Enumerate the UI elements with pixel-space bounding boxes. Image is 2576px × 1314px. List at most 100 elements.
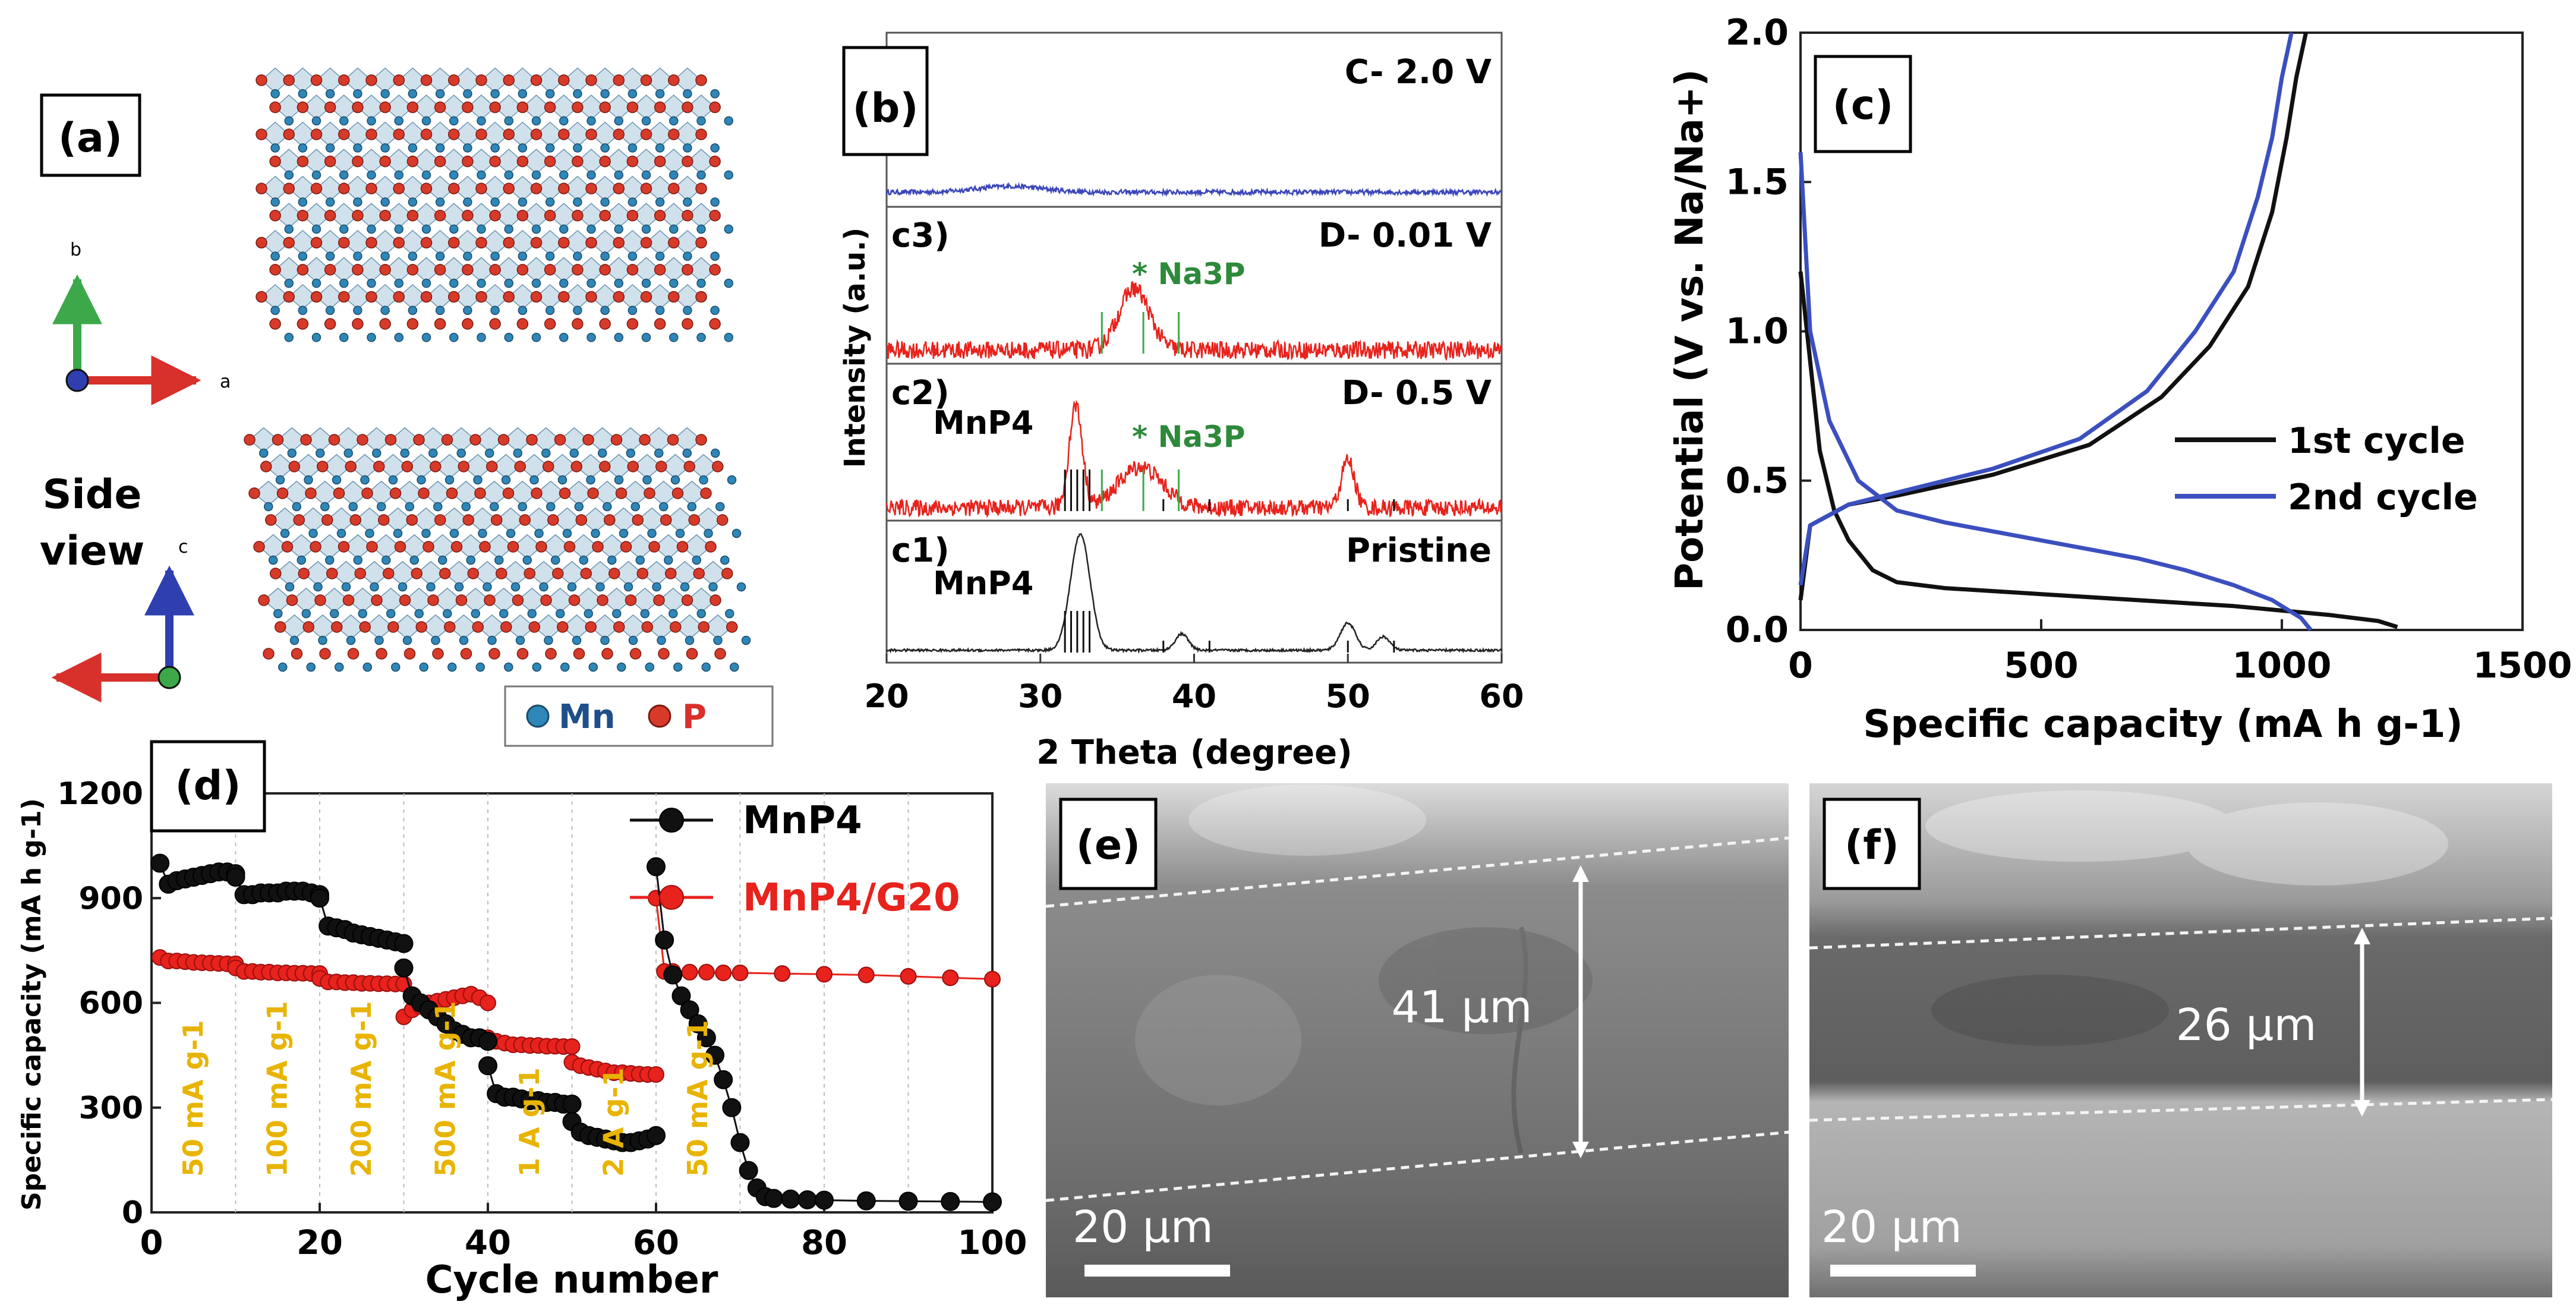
x-tick-label: 1500 [2473,645,2572,686]
p-atom [544,101,556,114]
annotation-na3p-c3: * Na3P [1132,257,1246,291]
p-atom [709,318,721,330]
y-tick-label: 1200 [57,776,143,812]
mn-atom [370,582,379,592]
p-atom [310,237,323,249]
mn-atom [362,662,372,672]
p-atom [269,318,281,330]
mn-atom [449,528,459,538]
p-atom [269,264,281,276]
point-mnp4 [764,1189,784,1208]
p-atom [572,318,584,330]
p-atom [516,648,529,660]
p-atom [682,318,693,330]
mn-atom [628,89,638,99]
mn-atom [710,89,720,99]
p-atom [474,487,486,499]
point-mnp4 [310,888,329,908]
mn-atom [504,662,513,672]
mn-atom [670,475,680,485]
mn-atom [325,197,335,207]
p-atom [709,101,721,114]
mn-atom [449,278,459,288]
point-mnp4 [680,1000,699,1020]
mn-atom [284,224,294,234]
p-atom [338,74,350,86]
p-atom [668,128,680,140]
p-atom [418,487,430,499]
mn-atom [675,528,685,538]
mn-atom [626,448,635,458]
mn-atom [402,635,412,645]
p-atom [406,101,419,114]
mn-atom [346,635,356,645]
panel-f-label: (f) [1844,822,1899,869]
mn-atom [655,305,665,315]
mn-atom [724,333,733,342]
p-atom [543,461,554,472]
mn-atom [586,475,595,485]
mn-atom [409,555,419,565]
p-atom [378,514,390,526]
p-atom [658,648,670,660]
panel-b: 20 30 40 50 60 (b) C- 2.0 V D- 0.01 V D- 0.5… [838,31,1524,772]
p-atom [297,210,309,222]
p-atom [489,210,501,222]
mn-atom [504,278,513,288]
p-atom [411,568,422,579]
mn-atom [332,475,342,485]
p-atom [726,621,738,633]
p-atom [620,541,632,553]
p-atom [491,514,503,526]
mn-atom [595,582,605,592]
p-atom [283,182,295,194]
p-atom [393,182,405,194]
p-atom [558,128,570,140]
mn-atom [284,170,294,180]
mn-atom [588,662,598,672]
mn-atom [421,333,431,342]
p-atom [338,291,350,303]
mn-atom [534,528,544,538]
p-atom [519,514,531,526]
p-atom [269,101,281,114]
x-tick-label: 20 [864,678,909,715]
point-mnp4 [226,868,245,887]
mn-atom [614,224,623,234]
p-atom [540,594,552,606]
mn-atom [704,528,713,538]
p-atom [640,237,652,249]
mn-atom [696,333,706,342]
mn-atom [380,197,390,207]
p-atom [338,182,350,194]
mn-atom [614,278,623,288]
mn-atom [687,502,696,512]
p-atom [324,155,336,168]
xrd-trace-4 [885,532,1503,654]
panel-d-ticks: 0 20 40 60 80 100 0 300 600 900 1200 [57,776,1027,1262]
p-atom [572,155,584,168]
p-atom [349,514,361,526]
mn-atom [341,582,351,592]
p-atom [641,621,653,633]
p-atom [709,155,721,168]
p-atom [531,487,543,499]
p-atom [420,291,433,303]
mn-atom [298,251,308,261]
mn-atom [641,333,651,342]
sem-texture-e [1135,784,1593,1154]
p-atom [256,128,267,140]
mn-atom [394,224,403,234]
xrd-trace-2 [886,281,1503,361]
mn-atom [680,582,690,592]
mn-atom [408,197,418,207]
p-atom [516,155,529,168]
rate-label: 50 mA g-1 [682,1020,714,1177]
x-tick-label: 60 [633,1224,679,1262]
mn-atom [490,89,500,99]
mn-atom [301,609,311,619]
point-mnp4 [478,1032,497,1051]
point-mnp4 [394,958,414,978]
mn-atom [485,448,494,458]
mn-atom [394,170,403,180]
